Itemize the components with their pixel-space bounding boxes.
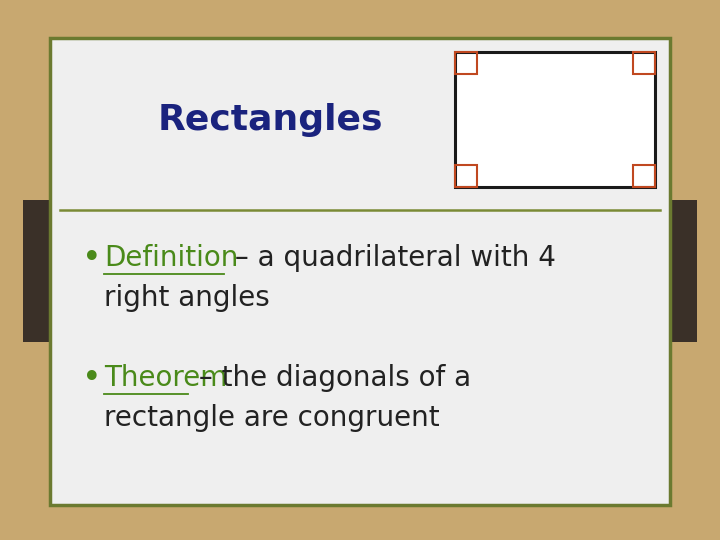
Bar bbox=[23, 200, 55, 342]
Bar bbox=[455, 52, 477, 74]
Bar bbox=[633, 165, 655, 187]
Text: •: • bbox=[82, 241, 102, 274]
Bar bbox=[455, 165, 477, 187]
Text: right angles: right angles bbox=[104, 284, 270, 312]
Bar bbox=[665, 200, 697, 342]
Bar bbox=[633, 52, 655, 74]
Text: Definition: Definition bbox=[104, 244, 238, 272]
Bar bbox=[455, 52, 655, 187]
Text: rectangle are congruent: rectangle are congruent bbox=[104, 404, 440, 432]
Bar bbox=[50, 38, 670, 505]
Text: – a quadrilateral with 4: – a quadrilateral with 4 bbox=[226, 244, 556, 272]
Text: Theorem: Theorem bbox=[104, 364, 228, 392]
Text: Rectangles: Rectangles bbox=[157, 103, 383, 137]
Text: •: • bbox=[82, 361, 102, 395]
Text: – the diagonals of a: – the diagonals of a bbox=[190, 364, 471, 392]
